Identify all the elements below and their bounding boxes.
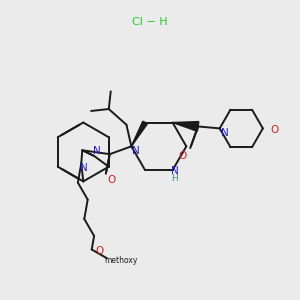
Text: O: O (271, 125, 279, 135)
Text: N: N (93, 146, 101, 156)
Text: N: N (221, 128, 229, 138)
Text: N: N (80, 163, 88, 173)
Polygon shape (131, 121, 147, 146)
Text: H: H (171, 175, 178, 184)
Text: O: O (95, 246, 104, 256)
Text: methoxy: methoxy (104, 256, 137, 265)
Text: O: O (108, 175, 116, 185)
Text: Cl − H: Cl − H (132, 17, 168, 27)
Text: O: O (178, 151, 187, 161)
Polygon shape (172, 122, 199, 131)
Text: N: N (171, 166, 178, 176)
Text: N: N (132, 146, 140, 156)
